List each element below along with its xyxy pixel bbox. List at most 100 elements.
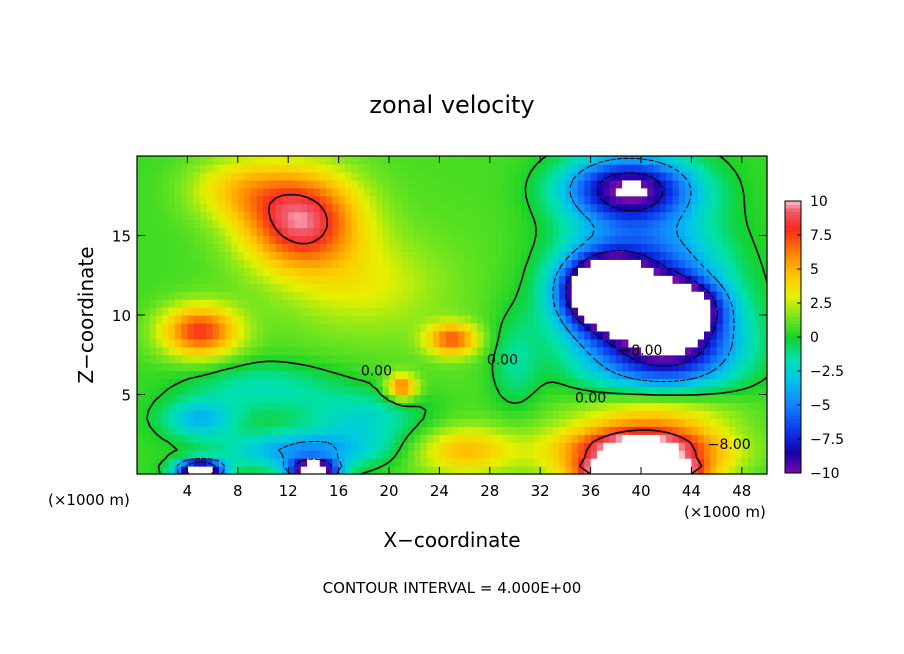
heatmap-cell — [206, 394, 214, 404]
heatmap-cell — [615, 227, 623, 237]
heatmap-cell — [521, 450, 529, 459]
heatmap-cell — [521, 179, 529, 189]
heatmap-cell — [697, 227, 705, 237]
heatmap-cell — [716, 338, 724, 348]
heatmap-cell — [685, 211, 692, 221]
heatmap-cell — [326, 394, 333, 404]
heatmap-cell — [672, 251, 680, 260]
heatmap-cell — [628, 362, 636, 372]
heatmap-cell — [496, 235, 503, 245]
heatmap-cell — [596, 275, 604, 284]
heatmap-cell — [250, 394, 258, 404]
heatmap-cell — [426, 179, 434, 189]
heatmap-cell — [546, 466, 554, 475]
heatmap-cell — [155, 219, 163, 229]
heatmap-cell — [225, 227, 233, 237]
heatmap-cell — [357, 370, 365, 380]
heatmap-cell — [420, 370, 428, 380]
heatmap-cell — [477, 187, 485, 197]
heatmap-cell — [231, 211, 239, 221]
heatmap-cell — [137, 402, 144, 411]
heatmap-cell — [716, 211, 724, 221]
heatmap-cell — [218, 203, 226, 213]
heatmap-cell — [382, 267, 390, 276]
heatmap-cell — [344, 291, 352, 300]
heatmap-cell — [540, 235, 548, 245]
heatmap-cell — [376, 267, 384, 276]
heatmap-cell — [464, 450, 472, 459]
heatmap-cell — [540, 418, 548, 427]
heatmap-cell — [269, 235, 277, 245]
heatmap-cell — [445, 402, 453, 411]
heatmap-cell — [326, 235, 333, 245]
heatmap-cell — [445, 163, 453, 173]
heatmap-cell — [212, 362, 220, 372]
heatmap-cell — [143, 171, 151, 181]
heatmap-cell — [647, 283, 655, 292]
heatmap-cell — [615, 163, 623, 173]
heatmap-cell — [420, 211, 428, 221]
heatmap-cell — [420, 330, 428, 340]
heatmap-cell — [439, 322, 447, 332]
heatmap-cell — [628, 442, 636, 451]
heatmap-cell — [729, 370, 737, 380]
heatmap-cell — [307, 418, 314, 427]
heatmap-cell — [168, 386, 176, 396]
heatmap-cell — [206, 171, 214, 181]
heatmap-cell — [332, 394, 340, 404]
heatmap-cell — [559, 410, 566, 419]
heatmap-cell — [319, 346, 327, 356]
heatmap-cell — [653, 243, 661, 252]
heatmap-cell — [294, 426, 302, 435]
heatmap-cell — [502, 211, 510, 221]
heatmap-cell — [389, 346, 396, 356]
heatmap-cell — [181, 211, 188, 221]
heatmap-cell — [464, 394, 472, 404]
heatmap-cell — [357, 211, 365, 221]
heatmap-cell — [729, 450, 737, 459]
heatmap-cell — [212, 458, 220, 467]
heatmap-cell — [414, 156, 422, 165]
heatmap-cell — [300, 378, 308, 388]
heatmap-cell — [502, 450, 510, 459]
heatmap-cell — [502, 307, 510, 316]
heatmap-cell — [659, 171, 667, 181]
heatmap-cell — [489, 171, 497, 181]
colorbar-segment — [785, 462, 801, 467]
heatmap-cell — [401, 426, 409, 435]
heatmap-cell — [244, 291, 251, 300]
heatmap-cell — [439, 267, 447, 276]
heatmap-cell — [735, 156, 743, 165]
heatmap-cell — [376, 402, 384, 411]
heatmap-cell — [552, 338, 560, 348]
heatmap-cell — [344, 338, 352, 348]
heatmap-cell — [275, 283, 283, 292]
heatmap-cell — [269, 315, 277, 324]
heatmap-cell — [584, 219, 592, 229]
heatmap-cell — [697, 315, 705, 324]
heatmap-cell — [420, 458, 428, 467]
heatmap-cell — [748, 219, 755, 229]
heatmap-cell — [502, 163, 510, 173]
heatmap-cell — [174, 203, 182, 213]
heatmap-cell — [489, 450, 497, 459]
heatmap-cell — [420, 354, 428, 364]
heatmap-cell — [193, 227, 201, 237]
heatmap-cell — [344, 466, 352, 475]
heatmap-cell — [634, 243, 642, 252]
heatmap-cell — [420, 338, 428, 348]
heatmap-cell — [426, 275, 434, 284]
heatmap-cell — [414, 418, 422, 427]
heatmap-cell — [181, 171, 188, 181]
heatmap-cell — [452, 466, 459, 475]
heatmap-cell — [218, 378, 226, 388]
heatmap-cell — [735, 283, 743, 292]
heatmap-cell — [338, 251, 346, 260]
heatmap-cell — [458, 243, 466, 252]
heatmap-cell — [237, 243, 245, 252]
heatmap-cell — [244, 442, 251, 451]
heatmap-cell — [483, 195, 491, 205]
heatmap-cell — [515, 267, 522, 276]
heatmap-cell — [319, 267, 327, 276]
heatmap-cell — [407, 322, 415, 332]
